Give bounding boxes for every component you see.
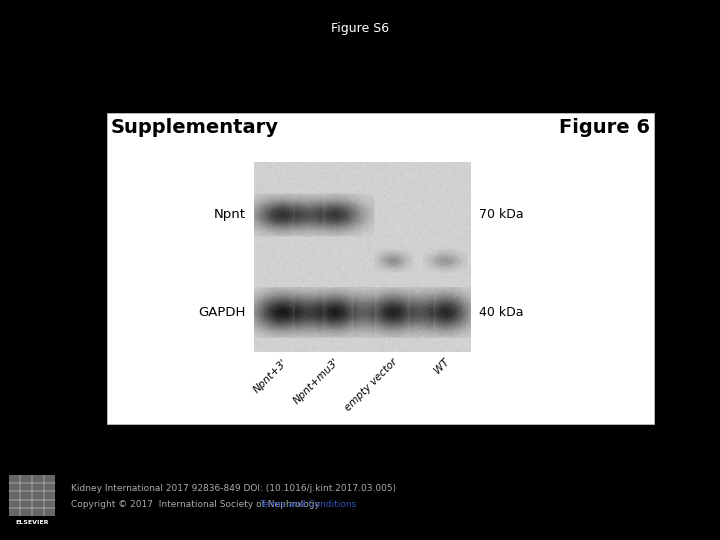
Text: Figure 6: Figure 6 bbox=[559, 118, 650, 137]
Text: Copyright © 2017  International Society of Nephrology: Copyright © 2017 International Society o… bbox=[71, 501, 323, 509]
Text: Terms and Conditions: Terms and Conditions bbox=[259, 501, 356, 509]
Text: GAPDH: GAPDH bbox=[198, 306, 246, 319]
Text: Kidney International 2017 92836-849 DOI: (10.1016/j.kint.2017.03.005): Kidney International 2017 92836-849 DOI:… bbox=[71, 484, 396, 493]
FancyBboxPatch shape bbox=[9, 475, 55, 516]
FancyBboxPatch shape bbox=[107, 113, 654, 424]
Text: 40 kDa: 40 kDa bbox=[479, 306, 523, 319]
Text: Npnt+3': Npnt+3' bbox=[252, 357, 289, 395]
Text: Npnt+mu3': Npnt+mu3' bbox=[292, 357, 341, 407]
Text: empty vector: empty vector bbox=[343, 357, 400, 413]
Text: Figure S6: Figure S6 bbox=[331, 22, 389, 35]
Text: 70 kDa: 70 kDa bbox=[479, 208, 523, 221]
Text: WT: WT bbox=[433, 357, 451, 376]
Text: Npnt: Npnt bbox=[214, 208, 246, 221]
Text: Supplementary: Supplementary bbox=[110, 118, 278, 137]
Text: ELSEVIER: ELSEVIER bbox=[15, 520, 48, 525]
